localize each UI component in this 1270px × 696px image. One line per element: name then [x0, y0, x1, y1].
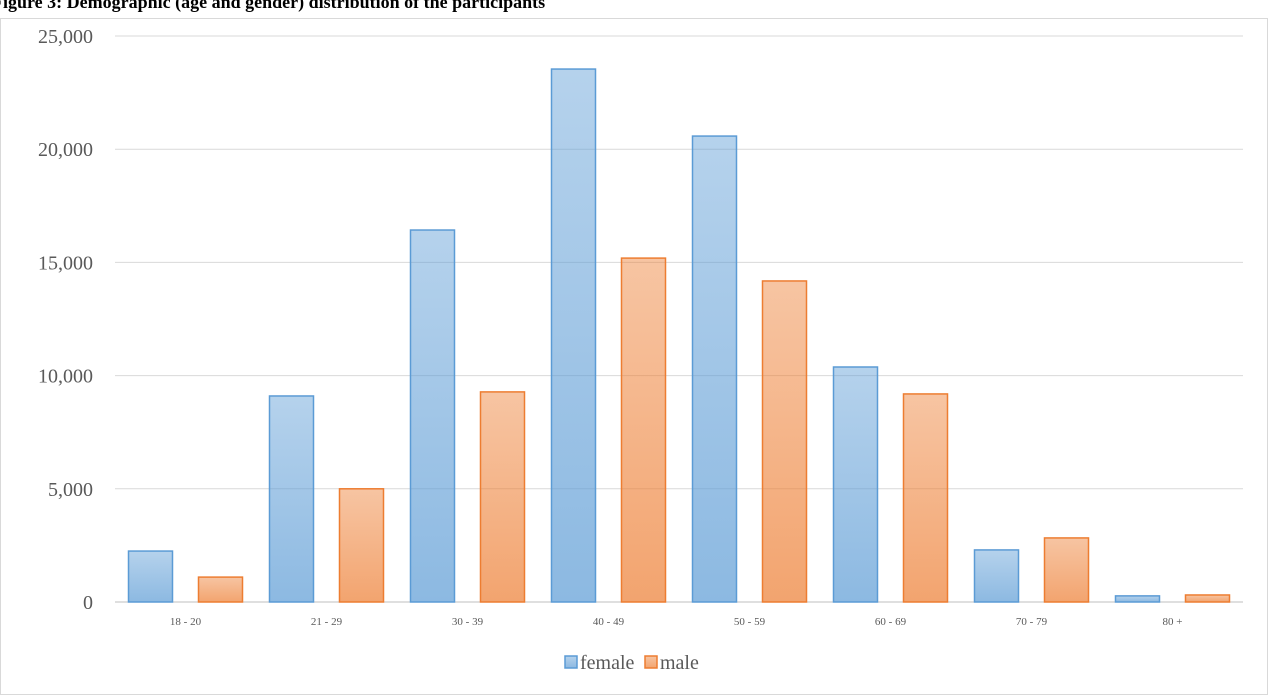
bar — [1184, 594, 1231, 603]
x-tick-label: 80 + — [1163, 616, 1183, 628]
bar — [1043, 537, 1090, 603]
x-tick-label: 21 - 29 — [311, 616, 343, 628]
bar — [620, 257, 667, 603]
y-tick-label: 10,000 — [38, 366, 93, 388]
chart-border — [0, 18, 1268, 695]
x-tick-label: 60 - 69 — [875, 616, 907, 628]
bar — [338, 488, 385, 603]
bar — [479, 391, 526, 603]
bar — [832, 366, 879, 603]
y-tick-label: 25,000 — [38, 26, 93, 48]
x-tick-label: 70 - 79 — [1016, 616, 1048, 628]
legend-swatch — [644, 655, 658, 669]
bar — [550, 68, 597, 603]
legend-swatch — [564, 655, 578, 669]
bar — [127, 550, 174, 603]
y-tick-label: 0 — [83, 592, 93, 614]
bar — [761, 280, 808, 603]
bar — [1114, 595, 1161, 603]
bar — [268, 395, 315, 603]
legend-label: female — [580, 652, 635, 674]
chart-title: Figure 3: Demographic (age and gender) d… — [0, 0, 545, 13]
legend-label: male — [660, 652, 699, 674]
x-tick-label: 18 - 20 — [170, 616, 202, 628]
y-tick-label: 20,000 — [38, 139, 93, 161]
bar — [902, 393, 949, 603]
bar — [409, 229, 456, 603]
x-tick-label: 30 - 39 — [452, 616, 484, 628]
bar — [973, 549, 1020, 603]
y-tick-label: 15,000 — [38, 252, 93, 274]
x-tick-label: 40 - 49 — [593, 616, 625, 628]
x-tick-label: 50 - 59 — [734, 616, 766, 628]
y-tick-label: 5,000 — [48, 479, 93, 501]
bar — [691, 135, 738, 603]
bar — [197, 576, 244, 603]
